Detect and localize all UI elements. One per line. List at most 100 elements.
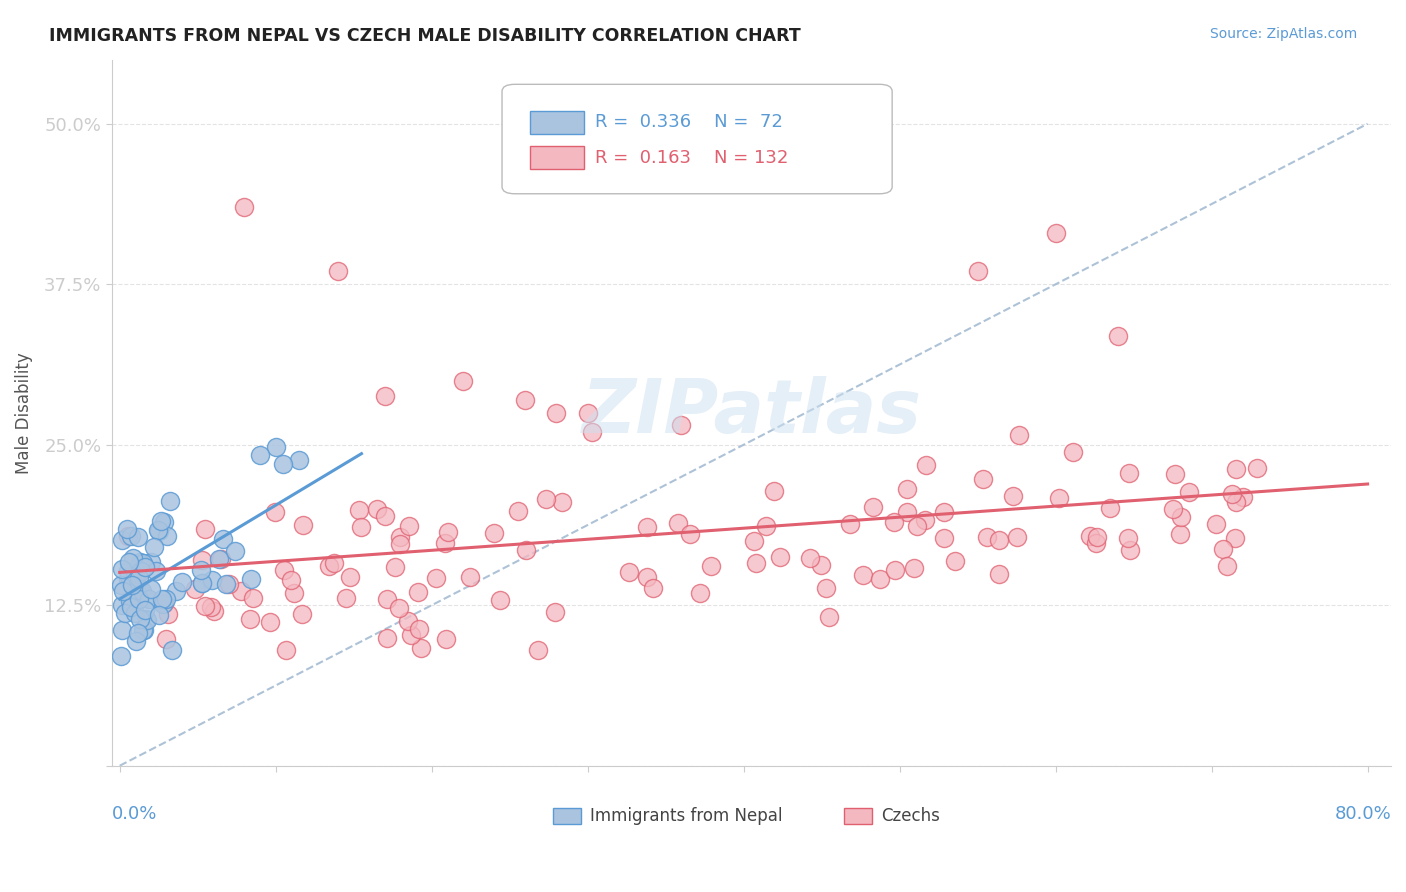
Point (264, 505, 287, 519)
Point (156, 529, 179, 543)
Point (366, 502, 388, 516)
Point (551, 495, 574, 509)
Point (335, 591, 357, 606)
Point (1225, 462, 1247, 476)
Point (153, 515, 176, 529)
Point (1119, 543, 1142, 558)
Point (384, 560, 406, 574)
Point (576, 406, 599, 420)
Point (617, 565, 640, 579)
Point (208, 552, 231, 566)
Point (862, 500, 884, 514)
Point (1178, 485, 1201, 500)
Point (932, 531, 955, 545)
Point (903, 561, 925, 575)
Point (375, 631, 398, 645)
Point (458, 570, 481, 584)
Point (852, 568, 875, 582)
Point (745, 556, 768, 570)
Point (799, 551, 821, 566)
Point (202, 604, 225, 618)
Point (406, 585, 429, 599)
Point (155, 592, 177, 607)
Point (224, 544, 246, 558)
Point (194, 522, 217, 536)
Point (932, 505, 955, 519)
Point (160, 643, 183, 657)
Point (434, 632, 457, 647)
Point (127, 565, 149, 579)
Point (666, 516, 689, 530)
Point (259, 615, 281, 629)
Point (159, 493, 181, 508)
Point (153, 596, 176, 610)
Point (125, 578, 148, 592)
Point (145, 564, 167, 578)
Point (1225, 495, 1247, 509)
Bar (844, 808, 872, 823)
Point (1220, 487, 1243, 501)
Point (515, 392, 537, 407)
Point (398, 518, 420, 533)
Point (838, 516, 860, 531)
Point (488, 593, 510, 607)
Point (121, 578, 143, 592)
Point (274, 643, 297, 657)
Point (1085, 530, 1108, 544)
Point (288, 453, 311, 467)
Point (191, 575, 214, 590)
Point (134, 559, 156, 574)
Point (120, 600, 142, 615)
Point (172, 574, 194, 589)
Point (143, 541, 166, 555)
Point (1062, 445, 1084, 459)
Point (127, 567, 149, 582)
Point (134, 591, 156, 605)
Point (544, 605, 567, 619)
Point (374, 508, 396, 523)
Point (1116, 531, 1139, 545)
Point (636, 520, 658, 534)
Point (132, 557, 155, 571)
Point (769, 550, 792, 565)
Text: Czechs: Czechs (880, 807, 939, 825)
Point (1205, 516, 1227, 531)
Y-axis label: Male Disability: Male Disability (15, 351, 32, 474)
Point (1045, 226, 1067, 240)
Point (191, 576, 214, 591)
Point (408, 622, 430, 636)
Text: 0.0%: 0.0% (112, 805, 157, 822)
Point (156, 607, 179, 621)
Point (641, 581, 664, 595)
Point (118, 568, 141, 582)
Point (110, 648, 132, 663)
Point (1084, 536, 1107, 550)
Point (326, 264, 349, 278)
Point (869, 572, 891, 586)
Point (914, 513, 936, 527)
Point (111, 533, 134, 548)
Text: R =  0.163    N = 132: R = 0.163 N = 132 (595, 149, 789, 167)
Point (546, 406, 568, 420)
Point (110, 578, 132, 592)
Point (318, 558, 340, 573)
Point (200, 574, 222, 588)
Point (249, 448, 271, 462)
Point (127, 530, 149, 544)
Point (117, 572, 139, 586)
Point (896, 505, 918, 519)
Point (200, 599, 222, 614)
Point (1246, 461, 1268, 475)
Point (264, 440, 287, 454)
Point (1107, 328, 1129, 343)
Point (118, 556, 141, 570)
Point (399, 628, 422, 642)
Point (129, 555, 152, 569)
Point (155, 632, 177, 646)
Point (581, 425, 603, 439)
Point (884, 563, 907, 577)
Point (239, 572, 262, 586)
Point (1163, 502, 1185, 516)
Point (1099, 501, 1122, 516)
Text: ZIPatlas: ZIPatlas (582, 376, 921, 450)
